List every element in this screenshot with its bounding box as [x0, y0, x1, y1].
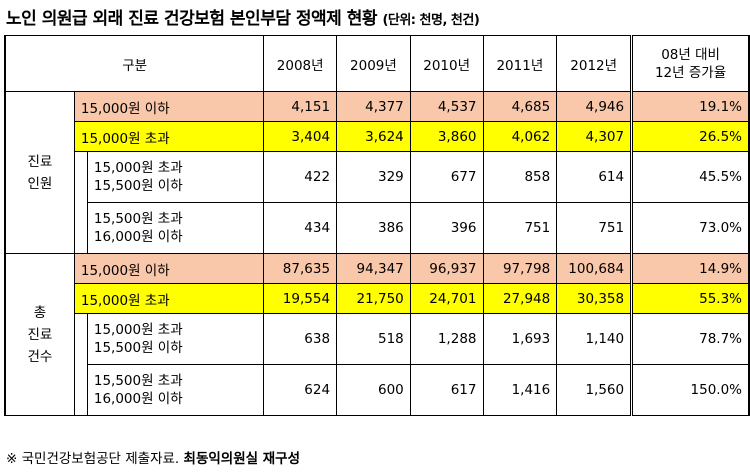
cell-value: 751: [556, 202, 633, 254]
row-label: 15,000원 이하: [73, 91, 265, 122]
row-label-line: 15,500원 초과: [93, 211, 183, 227]
row-label-line: 15,000원 초과: [93, 322, 183, 338]
cell-rate: 150.0%: [630, 364, 750, 416]
cell-value: 600: [336, 364, 411, 416]
row-label: 15,500원 초과 16,000원 이하: [86, 202, 265, 254]
group-label-patients: 진료 인원: [3, 91, 75, 254]
cell-value: 396: [409, 202, 484, 254]
table-row: 15,500원 초과 16,000원 이하 624 600 617 1,416 …: [5, 364, 750, 416]
group-label-line: 건수: [27, 348, 53, 365]
cell-value: 21,750: [336, 283, 411, 314]
cell-rate: 19.1%: [630, 91, 750, 122]
title-text: 노인 의원급 외래 진료 건강보험 본인부담 정액제 현황: [6, 9, 378, 29]
cell-value: 386: [336, 202, 411, 254]
cell-value: 19,554: [263, 283, 338, 314]
cell-value: 4,537: [409, 91, 484, 122]
group-label-line: 진료: [27, 326, 53, 343]
row-label: 15,000원 초과 15,500원 이하: [86, 151, 265, 203]
group-label-line: 인원: [27, 175, 53, 192]
row-label-line: 15,500원 초과: [93, 373, 183, 389]
cell-value: 100,684: [556, 253, 633, 284]
table-row: 15,000원 초과 15,500원 이하 638 518 1,288 1,69…: [5, 313, 750, 416]
indent-cell: [73, 313, 88, 416]
source-note: ※ 국민건강보험공단 제출자료. 최동익의원실 재구성: [6, 447, 300, 467]
cell-value: 624: [263, 364, 338, 416]
cell-value: 422: [263, 151, 338, 203]
table-row: 15,000원 초과 15,500원 이하 422 329 677 858 61…: [5, 151, 750, 254]
cell-value: 3,404: [263, 121, 338, 152]
header-year: 2008년: [263, 35, 338, 92]
table-row: 진료 인원 15,000원 이하 4,151 4,377 4,537 4,685…: [3, 91, 750, 254]
cell-value: 751: [482, 202, 558, 254]
header-change-line2: 12년 증가율: [654, 64, 727, 81]
row-label-line: 15,000원 초과: [93, 160, 183, 176]
cell-rate: 73.0%: [630, 202, 750, 254]
row-label: 15,000원 초과: [73, 283, 265, 314]
cell-value: 4,151: [263, 91, 338, 122]
cell-value: 614: [556, 151, 633, 203]
cell-rate: 78.7%: [630, 313, 750, 365]
cell-value: 858: [482, 151, 558, 203]
indent-cell: [73, 151, 88, 254]
row-label: 15,500원 초과 16,000원 이하: [86, 364, 265, 416]
header-year: 2012년: [556, 35, 633, 92]
cell-value: 30,358: [556, 283, 633, 314]
cell-value: 1,693: [482, 313, 558, 365]
cell-value: 96,937: [409, 253, 484, 284]
header-row: 구분 2008년 2009년 2010년 2011년 2012년 08년 대비 …: [4, 35, 750, 92]
cell-value: 518: [336, 313, 411, 365]
group-label-line: 진료: [27, 153, 53, 170]
group-label-line: 총: [33, 304, 47, 321]
row-label-line: 16,000원 이하: [93, 391, 183, 407]
cell-value: 677: [409, 151, 484, 203]
table-row: 15,500원 초과 16,000원 이하 434 386 396 751 75…: [5, 202, 750, 254]
cell-value: 87,635: [263, 253, 338, 284]
cell-value: 4,307: [556, 121, 633, 152]
cell-value: 434: [263, 202, 338, 254]
header-year: 2010년: [409, 35, 484, 92]
cell-rate: 26.5%: [630, 121, 750, 152]
cell-rate: 14.9%: [630, 253, 750, 284]
table-row: 총 진료 건수 15,000원 이하 87,635 94,347 96,937 …: [3, 253, 750, 416]
table-row: 15,000원 초과 19,554 21,750 24,701 27,948 3…: [5, 283, 750, 314]
cell-value: 617: [409, 364, 484, 416]
cell-rate: 55.3%: [630, 283, 750, 314]
cell-value: 4,062: [482, 121, 558, 152]
credit-text: 최동익의원실 재구성: [183, 451, 301, 467]
unit-note: (단위: 천명, 천건): [382, 13, 480, 28]
header-change-rate: 08년 대비 12년 증가율: [630, 35, 750, 92]
cell-value: 94,347: [336, 253, 411, 284]
cell-value: 1,288: [409, 313, 484, 365]
row-label-line: 15,500원 이하: [93, 178, 183, 194]
cell-value: 4,377: [336, 91, 411, 122]
cell-value: 4,946: [556, 91, 633, 122]
row-label-line: 16,000원 이하: [93, 229, 183, 245]
cell-value: 27,948: [482, 283, 558, 314]
cell-value: 1,560: [556, 364, 633, 416]
row-label: 15,000원 이하: [73, 253, 265, 284]
cell-value: 3,860: [409, 121, 484, 152]
header-year: 2009년: [336, 35, 411, 92]
page-title: 노인 의원급 외래 진료 건강보험 본인부담 정액제 현황 (단위: 천명, 천…: [6, 4, 480, 32]
row-label: 15,000원 초과: [73, 121, 265, 152]
cell-value: 97,798: [482, 253, 558, 284]
cell-value: 24,701: [409, 283, 484, 314]
group-label-visits: 총 진료 건수: [3, 253, 75, 416]
table-row: 15,000원 초과 3,404 3,624 3,860 4,062 4,307…: [5, 121, 750, 152]
cell-value: 638: [263, 313, 338, 365]
header-year: 2011년: [482, 35, 558, 92]
row-label: 15,000원 초과 15,500원 이하: [86, 313, 265, 365]
cell-value: 1,140: [556, 313, 633, 365]
row-label-line: 15,500원 이하: [93, 340, 183, 356]
header-category: 구분: [4, 35, 265, 92]
data-table: 구분 2008년 2009년 2010년 2011년 2012년 08년 대비 …: [3, 35, 750, 416]
cell-rate: 45.5%: [630, 151, 750, 203]
cell-value: 1,416: [482, 364, 558, 416]
cell-value: 3,624: [336, 121, 411, 152]
cell-value: 329: [336, 151, 411, 203]
cell-value: 4,685: [482, 91, 558, 122]
header-change-line1: 08년 대비: [661, 46, 720, 63]
source-text: ※ 국민건강보험공단 제출자료.: [6, 451, 180, 467]
